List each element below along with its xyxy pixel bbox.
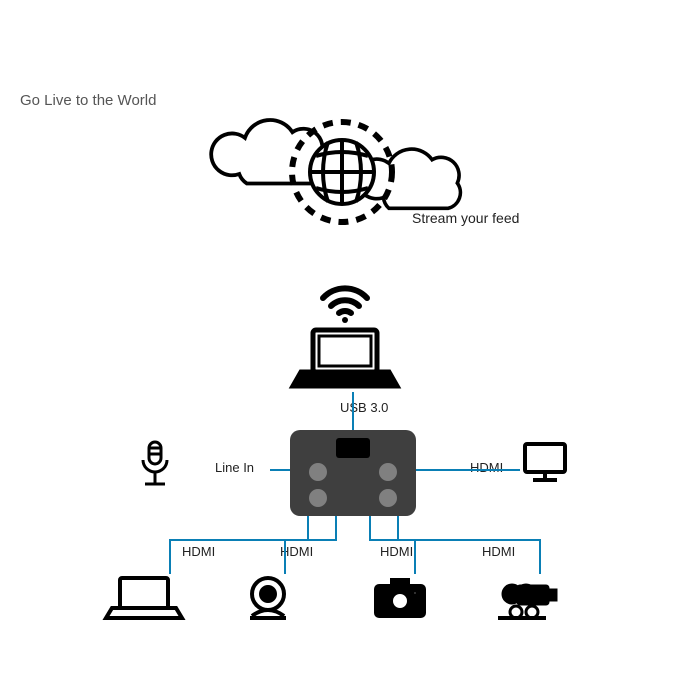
videocam-icon bbox=[498, 585, 556, 618]
hdmi-label-2: HDMI bbox=[280, 544, 313, 559]
webcam-icon bbox=[250, 578, 286, 618]
laptop-bottom-icon bbox=[106, 578, 182, 618]
hdmi-label-1: HDMI bbox=[182, 544, 215, 559]
hub-device-icon bbox=[290, 430, 416, 516]
wifi-icon bbox=[323, 288, 367, 323]
headline-text: Go Live to the World bbox=[20, 92, 156, 109]
camera-icon bbox=[376, 580, 424, 616]
monitor-icon bbox=[525, 444, 565, 480]
usb-label: USB 3.0 bbox=[340, 400, 388, 415]
cloud-globe-icon bbox=[211, 120, 460, 222]
laptop-top-icon bbox=[293, 330, 397, 386]
hdmi-right-label: HDMI bbox=[470, 460, 503, 475]
linein-label: Line In bbox=[215, 460, 254, 475]
microphone-icon bbox=[143, 442, 167, 484]
hdmi-label-4: HDMI bbox=[482, 544, 515, 559]
stream-text: Stream your feed bbox=[412, 210, 519, 226]
hdmi-label-3: HDMI bbox=[380, 544, 413, 559]
